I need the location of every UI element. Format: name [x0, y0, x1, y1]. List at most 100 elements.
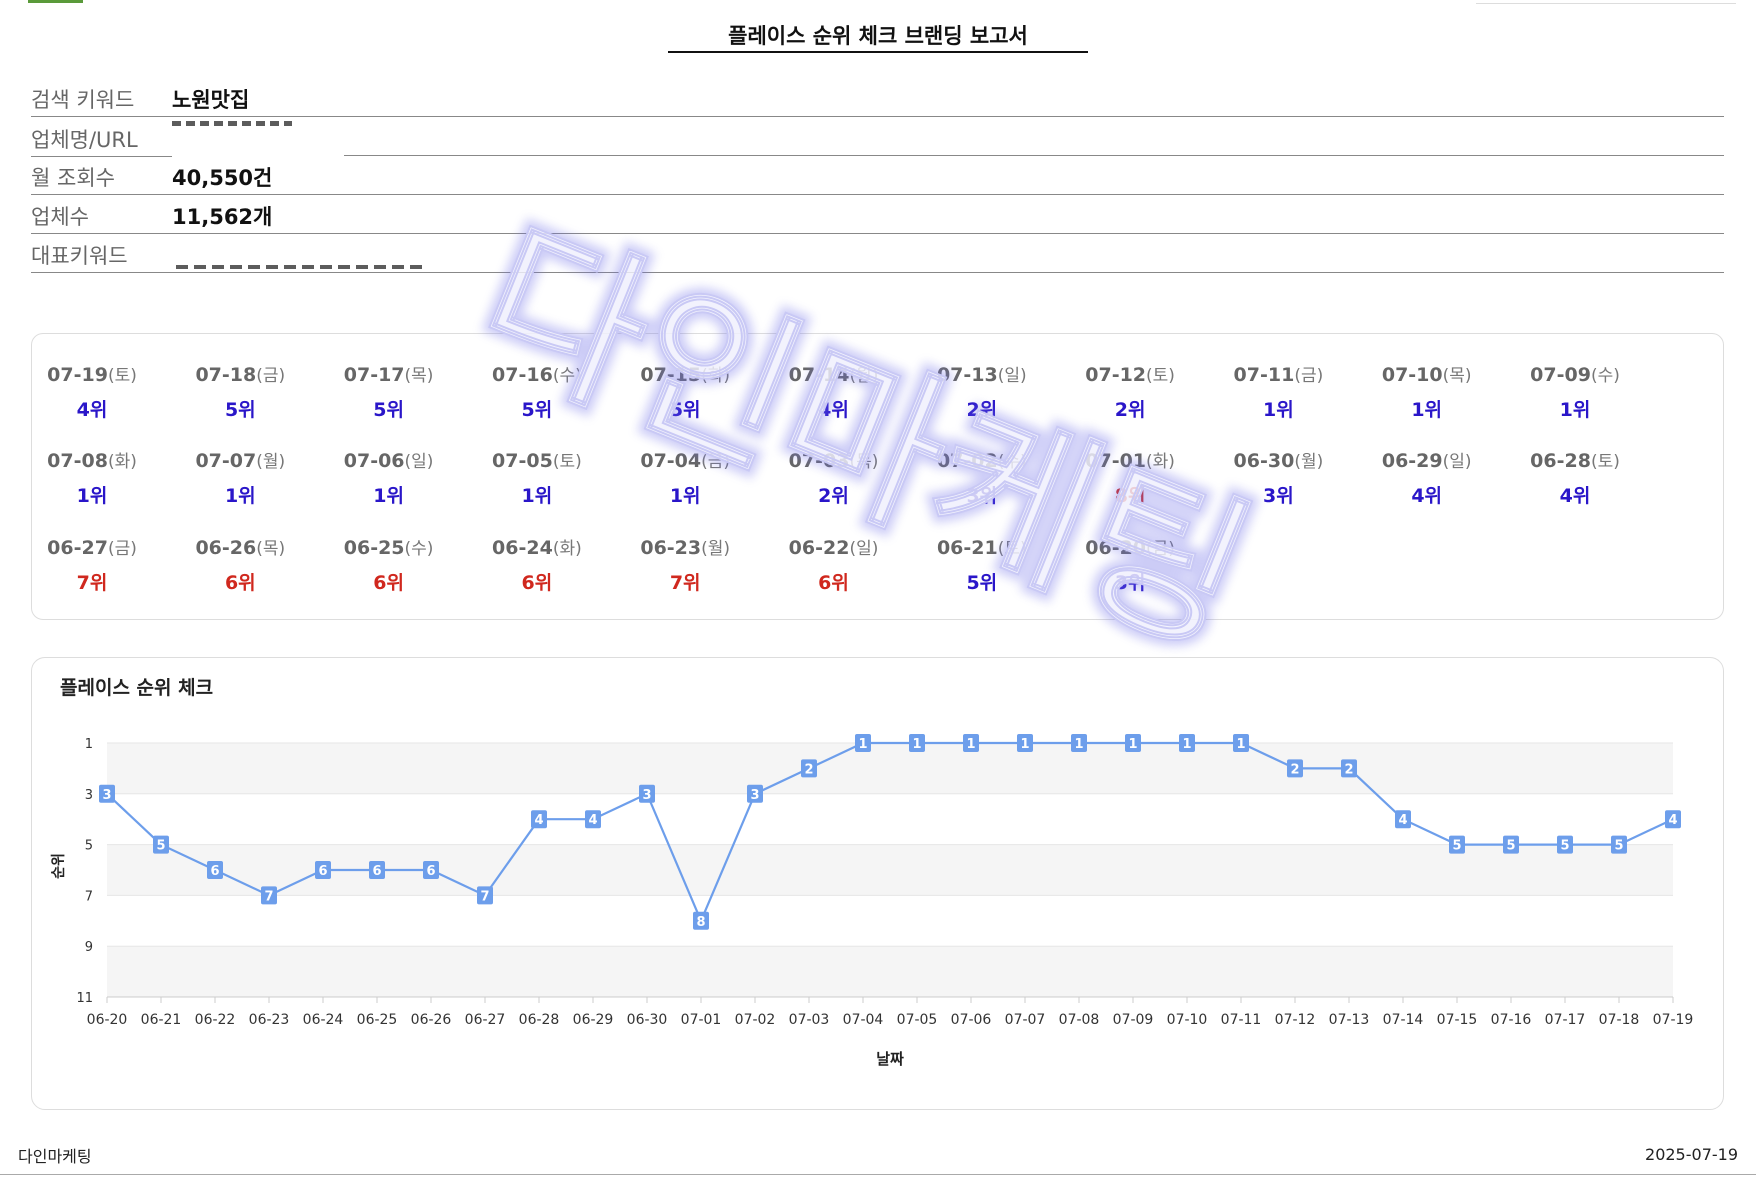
data-label: 1	[912, 737, 921, 752]
x-tick-label: 07-13	[1329, 1012, 1370, 1028]
rank-date-text: 07-12	[1085, 364, 1147, 386]
rank-cell: 07-01(화) 8위	[1056, 447, 1204, 508]
rank-cell: 06-22(일) 6위	[760, 534, 908, 595]
data-label: 6	[426, 864, 435, 879]
rank-date: 07-05(토)	[463, 447, 611, 472]
data-point-marker	[747, 784, 763, 803]
x-tick-label: 07-10	[1167, 1012, 1208, 1028]
data-label: 5	[1560, 839, 1569, 854]
data-label: 2	[1290, 762, 1299, 777]
rank-value: 1위	[1411, 399, 1443, 421]
rank-cell: 06-29(일) 4위	[1353, 447, 1501, 508]
rank-cell: 07-06(일) 1위	[315, 447, 463, 508]
rank-date-text: 07-02	[936, 450, 998, 472]
rank-weekday: (화)	[107, 452, 137, 472]
rank-cell: 06-25(수) 6위	[315, 534, 463, 595]
rank-value: 4위	[76, 399, 108, 421]
rank-weekday: (목)	[849, 452, 879, 472]
data-point-marker	[369, 861, 385, 879]
y-tick-label: 1	[85, 737, 93, 752]
rank-weekday: (목)	[1442, 366, 1472, 386]
rank-value: 8위	[1114, 485, 1146, 507]
rank-value: 3위	[966, 485, 998, 507]
data-label: 5	[1506, 839, 1515, 854]
x-tick-label: 07-15	[1437, 1012, 1478, 1028]
y-tick-label: 9	[85, 940, 93, 955]
data-point-marker	[1503, 835, 1519, 854]
data-point-marker	[855, 734, 871, 752]
data-point-marker	[801, 759, 817, 778]
rank-cell: 07-08(화) 1위	[18, 447, 166, 508]
x-tick-label: 06-22	[195, 1012, 236, 1028]
data-point-marker	[1287, 759, 1303, 778]
rank-weekday: (수)	[552, 366, 582, 386]
rank-value: 3위	[1114, 572, 1146, 594]
rank-date: 07-12(토)	[1056, 361, 1204, 386]
x-tick-label: 06-29	[573, 1012, 614, 1028]
rank-value: 7위	[669, 572, 701, 594]
rank-date: 06-25(수)	[315, 534, 463, 559]
rank-weekday: (일)	[404, 452, 434, 472]
data-point-marker	[153, 835, 169, 854]
x-tick-label: 07-14	[1383, 1012, 1424, 1028]
rank-value: 1위	[373, 485, 404, 507]
rank-cell: 07-13(일) 2위	[908, 361, 1056, 422]
data-label: 4	[588, 813, 597, 828]
rank-weekday: (금)	[1146, 539, 1175, 559]
masked-text	[172, 121, 292, 126]
data-label: 8	[696, 915, 705, 930]
title-underline	[668, 51, 1088, 53]
x-tick-label: 06-28	[519, 1012, 560, 1028]
rank-value: 2위	[966, 399, 998, 421]
info-value: 노원맛집	[172, 88, 250, 112]
daily-rank-card: 07-19(토) 4위 07-18(금) 5위 07-17(목) 5위 07-16(수) 5위…	[31, 333, 1724, 620]
rank-weekday: (수)	[404, 539, 434, 559]
info-label: 검색 키워드	[31, 88, 135, 112]
rank-date-text: 06-28	[1530, 450, 1591, 472]
rank-cell: 07-10(목) 1위	[1353, 361, 1501, 422]
rank-date: 07-15(화)	[611, 361, 759, 386]
grid-band	[107, 895, 1673, 947]
data-label: 1	[1182, 737, 1191, 752]
x-tick-label: 07-04	[843, 1012, 884, 1028]
rank-date: 07-07(월)	[166, 447, 314, 472]
data-label: 1	[1128, 737, 1137, 752]
rank-date-text: 06-26	[195, 537, 257, 559]
data-label: 5	[156, 839, 165, 854]
rank-date: 07-17(목)	[315, 361, 463, 386]
x-tick-label: 07-05	[897, 1012, 938, 1028]
data-point-marker	[423, 861, 439, 879]
rank-value: 6위	[521, 572, 553, 594]
data-point-marker	[531, 810, 547, 829]
data-point-marker	[1665, 810, 1681, 829]
rank-date: 06-23(월)	[611, 534, 759, 559]
y-tick-label: 7	[85, 889, 93, 904]
rank-date-text: 06-23	[640, 537, 702, 559]
data-label: 3	[750, 788, 759, 803]
rank-value: 5위	[966, 572, 998, 594]
x-tick-label: 07-06	[951, 1012, 992, 1028]
rank-value: 2위	[818, 485, 849, 507]
info-table: 검색 키워드 노원맛집 업체명/URL 월 조회수 40,550건 업체수 11…	[31, 78, 1724, 273]
x-tick-label: 07-08	[1059, 1012, 1100, 1028]
data-point-marker	[1017, 734, 1033, 752]
rank-date: 06-26(목)	[166, 534, 314, 559]
info-label: 업체수	[31, 205, 89, 229]
rank-date-text: 06-24	[492, 537, 553, 559]
rank-date-text: 07-19	[47, 364, 108, 386]
rank-cell: 07-12(토) 2위	[1056, 361, 1204, 422]
info-row-main-keywords: 대표키워드	[31, 234, 1724, 273]
rank-weekday: (금)	[107, 539, 137, 559]
rank-date-text: 07-13	[936, 364, 998, 386]
grid-band	[107, 793, 1673, 845]
data-label: 4	[534, 813, 543, 828]
data-point-marker	[207, 861, 223, 879]
rank-value: 5위	[373, 399, 404, 421]
data-point-marker	[1125, 734, 1141, 752]
rank-cell: 07-07(월) 1위	[166, 447, 314, 508]
rank-cell: 07-11(금) 1위	[1204, 361, 1352, 422]
rank-weekday: (목)	[404, 366, 434, 386]
data-point-marker	[1557, 835, 1573, 854]
rank-cell: 06-30(월) 3위	[1204, 447, 1352, 508]
rank-cell: 06-21(토) 5위	[908, 534, 1056, 595]
